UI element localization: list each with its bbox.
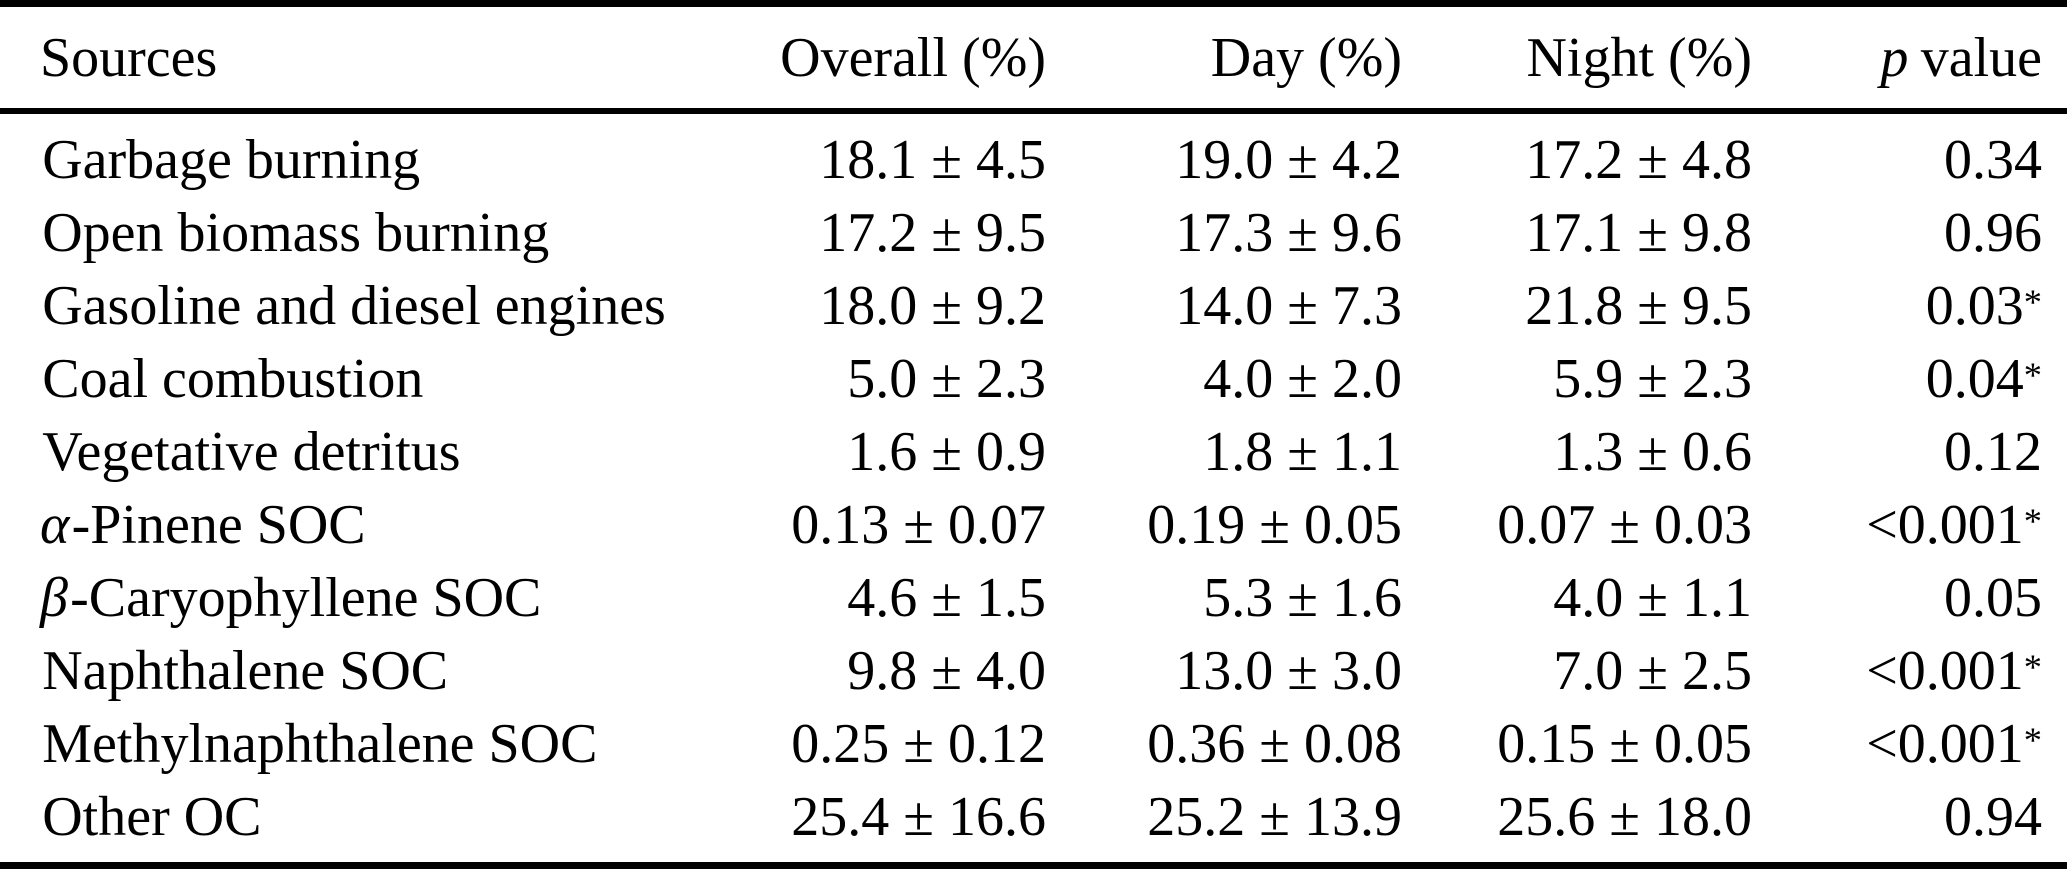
table-row: Open biomass burning 17.2 ± 9.5 17.3 ± 9… [0, 197, 2067, 270]
overall-cell: 17.2 ± 9.5 [819, 202, 1046, 264]
table-body: Garbage burning 18.1 ± 4.5 19.0 ± 4.2 17… [0, 111, 2067, 866]
significance-star: * [2023, 500, 2042, 541]
p-value-cell: 0.03* [1752, 270, 2067, 343]
day-cell: 13.0 ± 3.0 [1175, 640, 1402, 702]
overall-cell: 4.6 ± 1.5 [847, 567, 1046, 629]
p-value-cell: <0.001* [1752, 489, 2067, 562]
day-cell: 5.3 ± 1.6 [1203, 567, 1402, 629]
source-cell: Vegetative detritus [0, 416, 746, 489]
source-name: -Pinene SOC [71, 494, 366, 556]
p-value: 0.05 [1944, 567, 2042, 629]
day-cell: 0.19 ± 0.05 [1147, 494, 1402, 556]
source-name: Coal combustion [42, 348, 424, 410]
significance-star: * [2023, 646, 2042, 687]
p-value-cell: 0.05 [1752, 562, 2067, 635]
overall-cell: 18.0 ± 9.2 [819, 275, 1046, 337]
table-row: Gasoline and diesel engines 18.0 ± 9.2 1… [0, 270, 2067, 343]
night-cell: 0.15 ± 0.05 [1497, 713, 1752, 775]
table-row: Other OC 25.4 ± 16.6 25.2 ± 13.9 25.6 ± … [0, 781, 2067, 866]
source-cell: Gasoline and diesel engines [0, 270, 746, 343]
p-value: 0.34 [1944, 129, 2042, 191]
p-value-cell: 0.12 [1752, 416, 2067, 489]
table-row: Methylnaphthalene SOC 0.25 ± 0.12 0.36 ±… [0, 708, 2067, 781]
day-cell: 4.0 ± 2.0 [1203, 348, 1402, 410]
p-value-cell: 0.94 [1752, 781, 2067, 866]
header-night: Night (%) [1402, 3, 1752, 114]
source-cell: Coal combustion [0, 343, 746, 416]
p-value-cell: 0.34 [1752, 111, 2067, 197]
source-name: Gasoline and diesel engines [42, 275, 666, 337]
day-cell: 0.36 ± 0.08 [1147, 713, 1402, 775]
overall-cell: 25.4 ± 16.6 [791, 786, 1046, 848]
table-row: α-Pinene SOC 0.13 ± 0.07 0.19 ± 0.05 0.0… [0, 489, 2067, 562]
overall-cell: 9.8 ± 4.0 [847, 640, 1046, 702]
header-day: Day (%) [1046, 3, 1402, 114]
source-cell: Other OC [0, 781, 746, 866]
overall-cell: 5.0 ± 2.3 [847, 348, 1046, 410]
header-p-value: p value [1752, 3, 2067, 114]
source-name: Vegetative detritus [42, 421, 461, 483]
day-cell: 14.0 ± 7.3 [1175, 275, 1402, 337]
p-value-cell: 0.96 [1752, 197, 2067, 270]
p-symbol: p [1880, 26, 1909, 89]
p-value: 0.04 [1925, 348, 2024, 410]
p-value-cell: <0.001* [1752, 635, 2067, 708]
p-value: 0.94 [1944, 786, 2042, 848]
table-row: Vegetative detritus 1.6 ± 0.9 1.8 ± 1.1 … [0, 416, 2067, 489]
significance-star: * [2023, 281, 2042, 322]
night-cell: 17.1 ± 9.8 [1525, 202, 1752, 264]
night-cell: 4.0 ± 1.1 [1553, 567, 1752, 629]
overall-cell: 1.6 ± 0.9 [847, 421, 1046, 483]
night-cell: 7.0 ± 2.5 [1553, 640, 1752, 702]
header-sources: Sources [0, 3, 746, 114]
p-value: 0.96 [1944, 202, 2042, 264]
night-cell: 21.8 ± 9.5 [1525, 275, 1752, 337]
p-value: <0.001 [1866, 713, 2024, 775]
source-name: Garbage burning [42, 129, 421, 191]
day-cell: 25.2 ± 13.9 [1147, 786, 1402, 848]
source-cell: α-Pinene SOC [0, 489, 746, 562]
header-overall: Overall (%) [746, 3, 1046, 114]
table-row: Garbage burning 18.1 ± 4.5 19.0 ± 4.2 17… [0, 111, 2067, 197]
source-cell: Naphthalene SOC [0, 635, 746, 708]
p-value: 0.12 [1944, 421, 2042, 483]
table-row: β-Caryophyllene SOC 4.6 ± 1.5 5.3 ± 1.6 … [0, 562, 2067, 635]
source-name: Naphthalene SOC [42, 640, 449, 702]
overall-cell: 0.13 ± 0.07 [791, 494, 1046, 556]
greek-letter-beta: β [40, 567, 68, 629]
source-cell: Open biomass burning [0, 197, 746, 270]
table-row: Naphthalene SOC 9.8 ± 4.0 13.0 ± 3.0 7.0… [0, 635, 2067, 708]
p-value: 0.03 [1925, 275, 2024, 337]
day-cell: 1.8 ± 1.1 [1203, 421, 1402, 483]
source-name: Methylnaphthalene SOC [42, 713, 598, 775]
overall-cell: 18.1 ± 4.5 [819, 129, 1046, 191]
p-value-cell: 0.04* [1752, 343, 2067, 416]
source-cell: β-Caryophyllene SOC [0, 562, 746, 635]
overall-cell: 0.25 ± 0.12 [791, 713, 1046, 775]
night-cell: 0.07 ± 0.03 [1497, 494, 1752, 556]
night-cell: 1.3 ± 0.6 [1553, 421, 1752, 483]
source-cell: Garbage burning [0, 111, 746, 197]
night-cell: 25.6 ± 18.0 [1497, 786, 1752, 848]
p-value-cell: <0.001* [1752, 708, 2067, 781]
p-value: <0.001 [1866, 640, 2024, 702]
source-name: Other OC [42, 786, 262, 848]
day-cell: 17.3 ± 9.6 [1175, 202, 1402, 264]
table-row: Coal combustion 5.0 ± 2.3 4.0 ± 2.0 5.9 … [0, 343, 2067, 416]
night-cell: 17.2 ± 4.8 [1525, 129, 1752, 191]
significance-star: * [2023, 354, 2042, 395]
source-name: Open biomass burning [42, 202, 550, 264]
significance-star: * [2023, 719, 2042, 760]
p-value-word: value [1920, 26, 2042, 89]
source-name: -Caryophyllene SOC [70, 567, 542, 629]
source-cell: Methylnaphthalene SOC [0, 708, 746, 781]
greek-letter-alpha: α [40, 494, 70, 556]
night-cell: 5.9 ± 2.3 [1553, 348, 1752, 410]
day-cell: 19.0 ± 4.2 [1175, 129, 1402, 191]
p-value: <0.001 [1866, 494, 2024, 556]
